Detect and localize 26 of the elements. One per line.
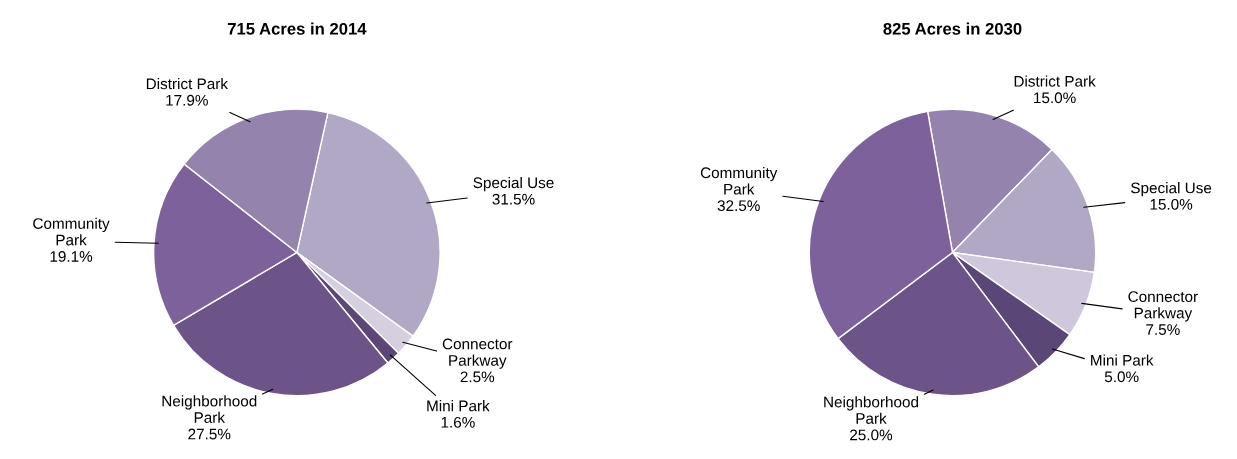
chart-title: 715 Acres in 2014 [227,22,367,35]
slice-label: Mini Park [427,400,490,412]
slice-label: Mini Park [1091,354,1154,366]
data-label: 1.6% [441,416,475,428]
slice-label: District Park [1014,75,1096,87]
slice-label: District Park [146,77,228,90]
slice-label: Neighborhood Park [162,395,257,423]
data-label: 17.9% [166,94,208,106]
chart-title: 825 Acres in 2030 [883,22,1022,35]
data-label: 5.0% [1104,371,1139,383]
data-label: 32.5% [717,200,760,212]
data-label: 15.0% [1034,92,1076,104]
slice-label: Special Use [473,176,554,192]
data-label: 31.5% [492,193,535,205]
data-label: 7.5% [1146,324,1180,335]
slice-label: Special Use [1131,182,1212,197]
slice-label: Community Park [33,217,110,246]
slice-label: Connector Parkway [1128,291,1198,322]
data-label: 19.1% [50,251,93,262]
slice-label: Neighborhood Park [824,396,919,424]
slice-label: Connector Parkway [442,338,513,369]
data-label: 25.0% [850,429,893,441]
data-label: 15.0% [1150,198,1193,210]
data-label: 27.5% [188,428,231,440]
data-label: 2.5% [460,371,495,383]
slice-label: Community Park [700,166,778,195]
